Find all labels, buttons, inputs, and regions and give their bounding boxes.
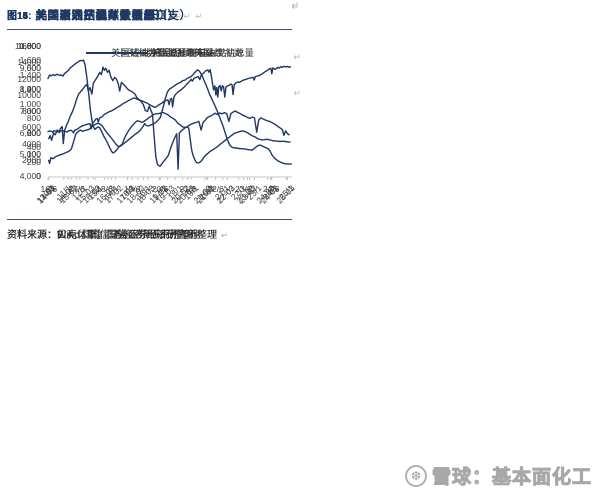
x-axis-labels: 16/6 17/6 18/6 19/6 20/6 21/6 22/6 23/6 24/6 bbox=[41, 180, 292, 222]
y-tick-label: 100 bbox=[26, 149, 41, 160]
y-tick-label: 5,000 bbox=[19, 149, 41, 160]
legend-line-swatch-icon bbox=[86, 51, 107, 54]
y-tick-label: 7,000 bbox=[19, 106, 41, 116]
legend-label: 北美活跃压裂车队数 bbox=[141, 48, 223, 58]
figure-title-row: 图16: 北美活跃压裂车队数量（支） ↵ bbox=[7, 6, 292, 30]
watermark-text: 雪球：基本面化工 bbox=[431, 467, 593, 489]
paragraph-mark-icon: ↵ bbox=[293, 88, 301, 98]
xueqiu-logo-icon: ❆ bbox=[405, 464, 427, 487]
y-tick-label: 1,600 bbox=[19, 55, 41, 66]
y-tick-label: 1,800 bbox=[19, 41, 41, 51]
paragraph-mark-icon: ↵ bbox=[221, 231, 228, 240]
figure-label: 图13: bbox=[7, 11, 32, 22]
y-tick-label: 14000 bbox=[17, 57, 41, 68]
y-tick-label: 400 bbox=[26, 84, 41, 95]
y-tick-label: 600 bbox=[26, 127, 41, 138]
figure-label: 图16: bbox=[7, 11, 32, 22]
x-tick-label: 20/6 bbox=[151, 184, 169, 194]
legend-line-swatch-icon bbox=[96, 51, 117, 54]
legend-label: 区域油井数:总计:开钻未完钻数 bbox=[121, 48, 244, 58]
y-tick-label: 0 bbox=[36, 171, 41, 181]
figure-title: 北美活跃压裂车队数量（支） bbox=[35, 10, 192, 22]
y-axis-labels: 16000 14000 12000 10000 8000 6000 4000 2000 0 bbox=[0, 26, 44, 196]
y-axis-labels: 600 500 400 300 200 100 0 bbox=[0, 26, 44, 196]
figure-title: 美国石油钻机数量（部） bbox=[35, 10, 168, 22]
line-plot bbox=[48, 66, 292, 180]
y-tick-label: 200 bbox=[26, 127, 41, 138]
legend-label: 美国钻机数量:按盆地:石油:钻机总量 bbox=[111, 48, 254, 58]
paragraph-mark-icon: ↵ bbox=[183, 12, 191, 21]
xueqiu-watermark: ❆ 雪球：基本面化工 bbox=[405, 462, 592, 489]
x-tick-label: 16/6 bbox=[40, 184, 58, 194]
x-tick-label: 21/6 bbox=[179, 184, 197, 194]
y-tick-label: 6,000 bbox=[19, 127, 41, 138]
y-tick-label: 10,000 bbox=[15, 41, 41, 51]
paragraph-mark-icon: ↵ bbox=[175, 12, 182, 21]
y-tick-label: 16000 bbox=[17, 41, 41, 51]
y-tick-label: 0 bbox=[36, 171, 41, 181]
paragraph-mark-icon: ↵ bbox=[221, 231, 228, 240]
y-tick-label: 1,400 bbox=[19, 69, 41, 80]
x-tick-label: 24/6 bbox=[262, 184, 280, 194]
y-tick-label: 1,000 bbox=[19, 98, 41, 109]
y-tick-label: 0 bbox=[36, 171, 41, 181]
y-tick-label: 8000 bbox=[22, 106, 41, 116]
y-tick-label: 10000 bbox=[17, 89, 41, 100]
y-tick-label: 8,000 bbox=[19, 84, 41, 95]
chart-legend: 区域油井数:总计:开钻未完钻数 bbox=[48, 46, 292, 59]
figure-title: 美国未完钻油井数量（口） bbox=[35, 10, 180, 22]
paragraph-mark-icon: ↵ bbox=[293, 52, 301, 62]
y-tick-label: 600 bbox=[26, 41, 41, 51]
figure-label: 图14: bbox=[7, 11, 32, 22]
figure-label: 图15: bbox=[7, 11, 32, 22]
y-axis-labels: 10,000 9,000 8,000 7,000 6,000 5,000 4,000 bbox=[0, 26, 44, 196]
y-axis-labels: 1,800 1,600 1,400 1,200 1,000 800 600 400 200 0 bbox=[0, 26, 44, 196]
x-tick-label: 18/6 bbox=[96, 184, 113, 194]
figure-title: 美国原油产量（千桶/天） bbox=[35, 10, 172, 22]
y-tick-label: 6000 bbox=[22, 122, 41, 133]
legend-label: 产量:原油:美国 bbox=[152, 48, 212, 58]
paragraph-mark-icon: ↵ bbox=[171, 12, 179, 21]
y-tick-label: 4000 bbox=[22, 138, 41, 149]
y-tick-label: 500 bbox=[26, 62, 41, 73]
legend-line-swatch-icon bbox=[127, 51, 148, 54]
y-tick-label: 400 bbox=[26, 142, 41, 153]
figure-panel-16: ↵ ↵ 图16: 北美活跃压裂车队数量（支） ↵ 北美活跃压裂车队数 600 500 4… bbox=[0, 0, 301, 250]
y-tick-label: 2000 bbox=[22, 154, 41, 165]
x-tick-label: 17/6 bbox=[68, 184, 85, 194]
y-tick-label: 800 bbox=[26, 113, 41, 124]
legend-line-swatch-icon bbox=[116, 51, 137, 54]
y-tick-label: 4,000 bbox=[19, 171, 41, 181]
chart-area: 美国钻机数量:按盆地:石油:钻机总量 1,800 1,600 1,400 1,200 1… bbox=[0, 26, 301, 222]
x-tick-label: 19/6 bbox=[123, 184, 141, 194]
paragraph-mark-icon: ↵ bbox=[195, 12, 203, 21]
paragraph-mark-icon: ↵ bbox=[203, 231, 211, 240]
y-tick-label: 1,200 bbox=[19, 84, 41, 95]
chart-legend: 北美活跃压裂车队数 bbox=[48, 46, 292, 59]
paragraph-mark-icon: ↵ bbox=[291, 2, 299, 12]
y-tick-label: 12000 bbox=[17, 73, 41, 84]
y-tick-label: 300 bbox=[26, 106, 41, 116]
chart-area: 北美活跃压裂车队数 600 500 400 300 200 100 0 16/6 17/6 18… bbox=[0, 26, 301, 222]
paragraph-mark-icon: ↵ bbox=[291, 0, 299, 10]
x-tick-label: 23/6 bbox=[235, 184, 252, 194]
y-tick-label: 200 bbox=[26, 156, 41, 167]
chart-legend: 产量:原油:美国 bbox=[48, 46, 292, 59]
y-tick-label: 9,000 bbox=[19, 62, 41, 73]
chart-legend: 美国钻机数量:按盆地:石油:钻机总量 bbox=[48, 46, 292, 59]
source-note: 资料来源：Wind，国信证券经济研究所整理 ↵ bbox=[7, 219, 292, 241]
paragraph-mark-icon: ↵ bbox=[197, 231, 204, 240]
x-tick-label: 22/6 bbox=[207, 184, 224, 194]
